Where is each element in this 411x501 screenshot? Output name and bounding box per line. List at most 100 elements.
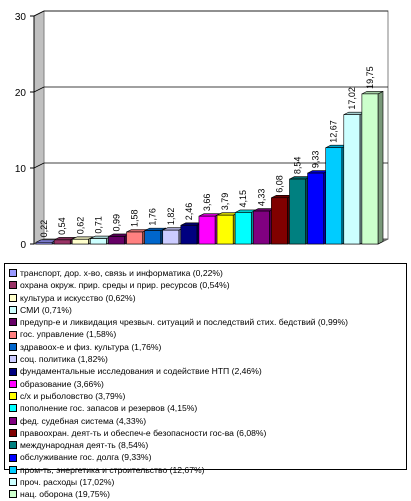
legend-item: соц. политика (1,82%) — [9, 353, 404, 365]
bar-front — [234, 212, 252, 245]
bar-19 — [361, 90, 384, 245]
legend-label: образование (3,66%) — [20, 378, 104, 389]
legend-swatch — [9, 379, 17, 388]
legend-label: транспорт, дор. х-во, связь и информатик… — [20, 268, 223, 278]
bar-value-label-10: 3,66 — [202, 194, 212, 212]
plot-side-wall — [33, 10, 45, 245]
legend-swatch — [9, 465, 17, 474]
legend-swatch — [9, 367, 17, 376]
y-tick-label-20: 20 — [15, 88, 27, 99]
legend-item: проч. расходы (17,02%) — [9, 476, 404, 488]
legend-swatch — [9, 330, 17, 339]
bar-value-label-13: 4,33 — [256, 189, 266, 207]
legend-label: проч. расходы (17,02%) — [20, 477, 115, 488]
legend-swatch — [9, 404, 17, 413]
bar-value-label-12: 4,15 — [238, 190, 248, 208]
bar-value-label-8: 1,82 — [166, 208, 176, 226]
legend-item: пром-ть, энергетика и строительство (12,… — [9, 464, 404, 476]
bar-14 — [271, 194, 293, 245]
y-tick-label-10: 10 — [15, 164, 27, 175]
legend-item: здравоох-е и физ. культура (1,76%) — [9, 341, 404, 353]
bar-value-label-4: 0,71 — [93, 216, 103, 234]
bar-7 — [144, 227, 167, 245]
y-tick-label-0: 0 — [20, 240, 26, 251]
legend-label: правоохран. деят-ть и обеспеч-е безопасн… — [20, 427, 267, 438]
bar-front — [307, 172, 324, 245]
legend-item: обслуживание гос. долга (9,33%) — [9, 451, 404, 463]
bar-front — [108, 236, 125, 245]
bar-value-label-3: 0,62 — [75, 217, 85, 235]
legend-swatch — [9, 281, 17, 290]
legend-item: фед. судебная система (4,33%) — [9, 415, 404, 427]
bar-value-label-2: 0,54 — [57, 217, 67, 235]
bar-value-label-7: 1,76 — [148, 208, 158, 226]
bar-value-label-14: 6,08 — [274, 175, 284, 193]
bar-value-label-17: 12,67 — [329, 120, 339, 143]
legend-label: пополнение гос. запасов и резервов (4,15… — [20, 403, 198, 414]
legend-item: охрана окруж. прир. среды и прир. ресурс… — [9, 279, 404, 291]
legend-swatch — [9, 490, 17, 499]
legend-item: предупр-е и ликвидация чрезвыч. ситуаций… — [9, 316, 404, 328]
legend-swatch — [9, 342, 17, 351]
bar-front — [271, 197, 288, 245]
legend-item: культура и искусство (0,62%) — [9, 292, 404, 304]
legend-list: транспорт, дор. х-во, связь и информатик… — [9, 267, 404, 501]
legend-item: СМИ (0,71%) — [9, 304, 404, 316]
legend-swatch — [9, 478, 17, 487]
gridline-side-20 — [33, 86, 45, 93]
bar-front — [289, 178, 306, 245]
legend-label: гос. управление (1,58%) — [20, 329, 117, 340]
legend-swatch — [9, 392, 17, 401]
bar-front — [53, 239, 71, 245]
bar-value-label-15: 8,54 — [293, 157, 303, 175]
bar-value-label-16: 9,33 — [311, 151, 321, 169]
gridline-side-10 — [33, 162, 45, 169]
bar-front — [198, 215, 216, 245]
bar-front — [361, 93, 379, 245]
bar-side — [377, 90, 384, 245]
bar-front — [180, 225, 198, 245]
legend-label: СМИ (0,71%) — [20, 304, 72, 315]
bar-front — [325, 147, 343, 245]
legend-label: здравоох-е и физ. культура (1,76%) — [20, 341, 162, 352]
bar-front — [35, 242, 53, 245]
bar-value-label-6: 1,58 — [130, 209, 140, 227]
bar-front — [343, 114, 361, 245]
legend-label: культура и искусство (0,62%) — [20, 292, 136, 303]
legend-label: международная деят-ть (8,54%) — [20, 440, 149, 451]
legend-swatch — [9, 318, 17, 327]
legend-swatch — [9, 441, 17, 450]
gridline-side-30 — [33, 10, 45, 17]
bar-value-label-11: 3,79 — [220, 193, 230, 211]
legend-item: правоохран. деят-ть и обеспеч-е безопасн… — [9, 427, 404, 439]
legend-item: фундаментальные исследования и содействи… — [9, 365, 404, 377]
legend-item: пополнение гос. запасов и резервов (4,15… — [9, 402, 404, 414]
bar-value-label-19: 19,75 — [365, 66, 375, 89]
bar-front — [144, 230, 162, 245]
bar-value-label-1: 0,22 — [39, 220, 49, 238]
legend-item: нац. оборона (19,75%) — [9, 488, 404, 500]
bar-chart: 0 10 20 30 0,22 0,54 0,62 0,71 0,99 1,58 1,76 1,82 2… — [15, 10, 389, 251]
legend-label: предупр-е и ликвидация чрезвыч. ситуаций… — [20, 317, 349, 328]
legend-swatch — [9, 269, 17, 278]
bar-front — [252, 210, 270, 245]
bar-5 — [108, 233, 130, 245]
bar-value-label-18: 17,02 — [347, 87, 357, 110]
bar-front — [216, 214, 234, 245]
chart-legend: транспорт, дор. х-во, связь и информатик… — [4, 263, 407, 499]
legend-label: пром-ть, энергетика и строительство (12,… — [20, 464, 205, 475]
legend-label: фундаментальные исследования и содействи… — [20, 366, 262, 377]
legend-swatch — [9, 355, 17, 364]
legend-label: соц. политика (1,82%) — [20, 354, 108, 365]
legend-label: обслуживание гос. долга (9,33%) — [20, 452, 152, 463]
legend-swatch — [9, 306, 17, 315]
legend-label: фед. судебная система (4,33%) — [20, 415, 147, 426]
legend-item: с/х и рыболовство (3,79%) — [9, 390, 404, 402]
legend-swatch — [9, 453, 17, 462]
legend-item: образование (3,66%) — [9, 378, 404, 390]
legend-label: охрана окруж. прир. среды и прир. ресурс… — [20, 280, 230, 291]
bar-front — [71, 238, 89, 245]
bar-front — [90, 238, 107, 245]
legend-item: гос. управление (1,58%) — [9, 328, 404, 340]
legend-item: транспорт, дор. х-во, связь и информатик… — [9, 267, 404, 279]
